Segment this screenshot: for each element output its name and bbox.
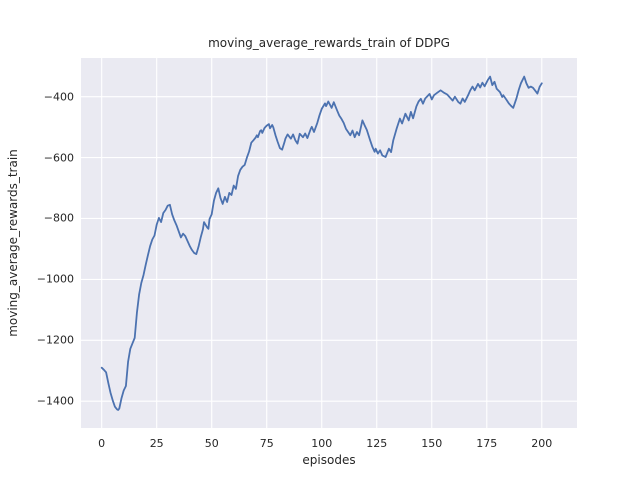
x-tick-label: 0 xyxy=(98,437,106,450)
plot-background xyxy=(81,58,577,428)
chart-title: moving_average_rewards_train of DDPG xyxy=(208,36,450,50)
y-tick-label: −600 xyxy=(43,151,74,165)
plot-area xyxy=(81,58,577,428)
x-tick-label: 200 xyxy=(531,437,553,450)
y-tick-label: −400 xyxy=(43,90,74,104)
x-axis-label: episodes xyxy=(302,453,356,467)
series-line xyxy=(100,75,543,411)
y-tick-label: −1000 xyxy=(36,272,74,286)
x-tick-label: 50 xyxy=(204,437,219,450)
y-tick-label: −1400 xyxy=(36,394,74,408)
x-tick-label: 25 xyxy=(149,437,164,450)
line-chart xyxy=(81,58,577,428)
y-tick-label: −1200 xyxy=(36,333,74,347)
x-tick-label: 100 xyxy=(311,437,333,450)
x-tick-label: 150 xyxy=(421,437,443,450)
y-tick-label: −800 xyxy=(43,211,74,225)
x-tick-label: 175 xyxy=(476,437,498,450)
x-tick-label: 125 xyxy=(366,437,388,450)
x-tick-label: 75 xyxy=(259,437,274,450)
